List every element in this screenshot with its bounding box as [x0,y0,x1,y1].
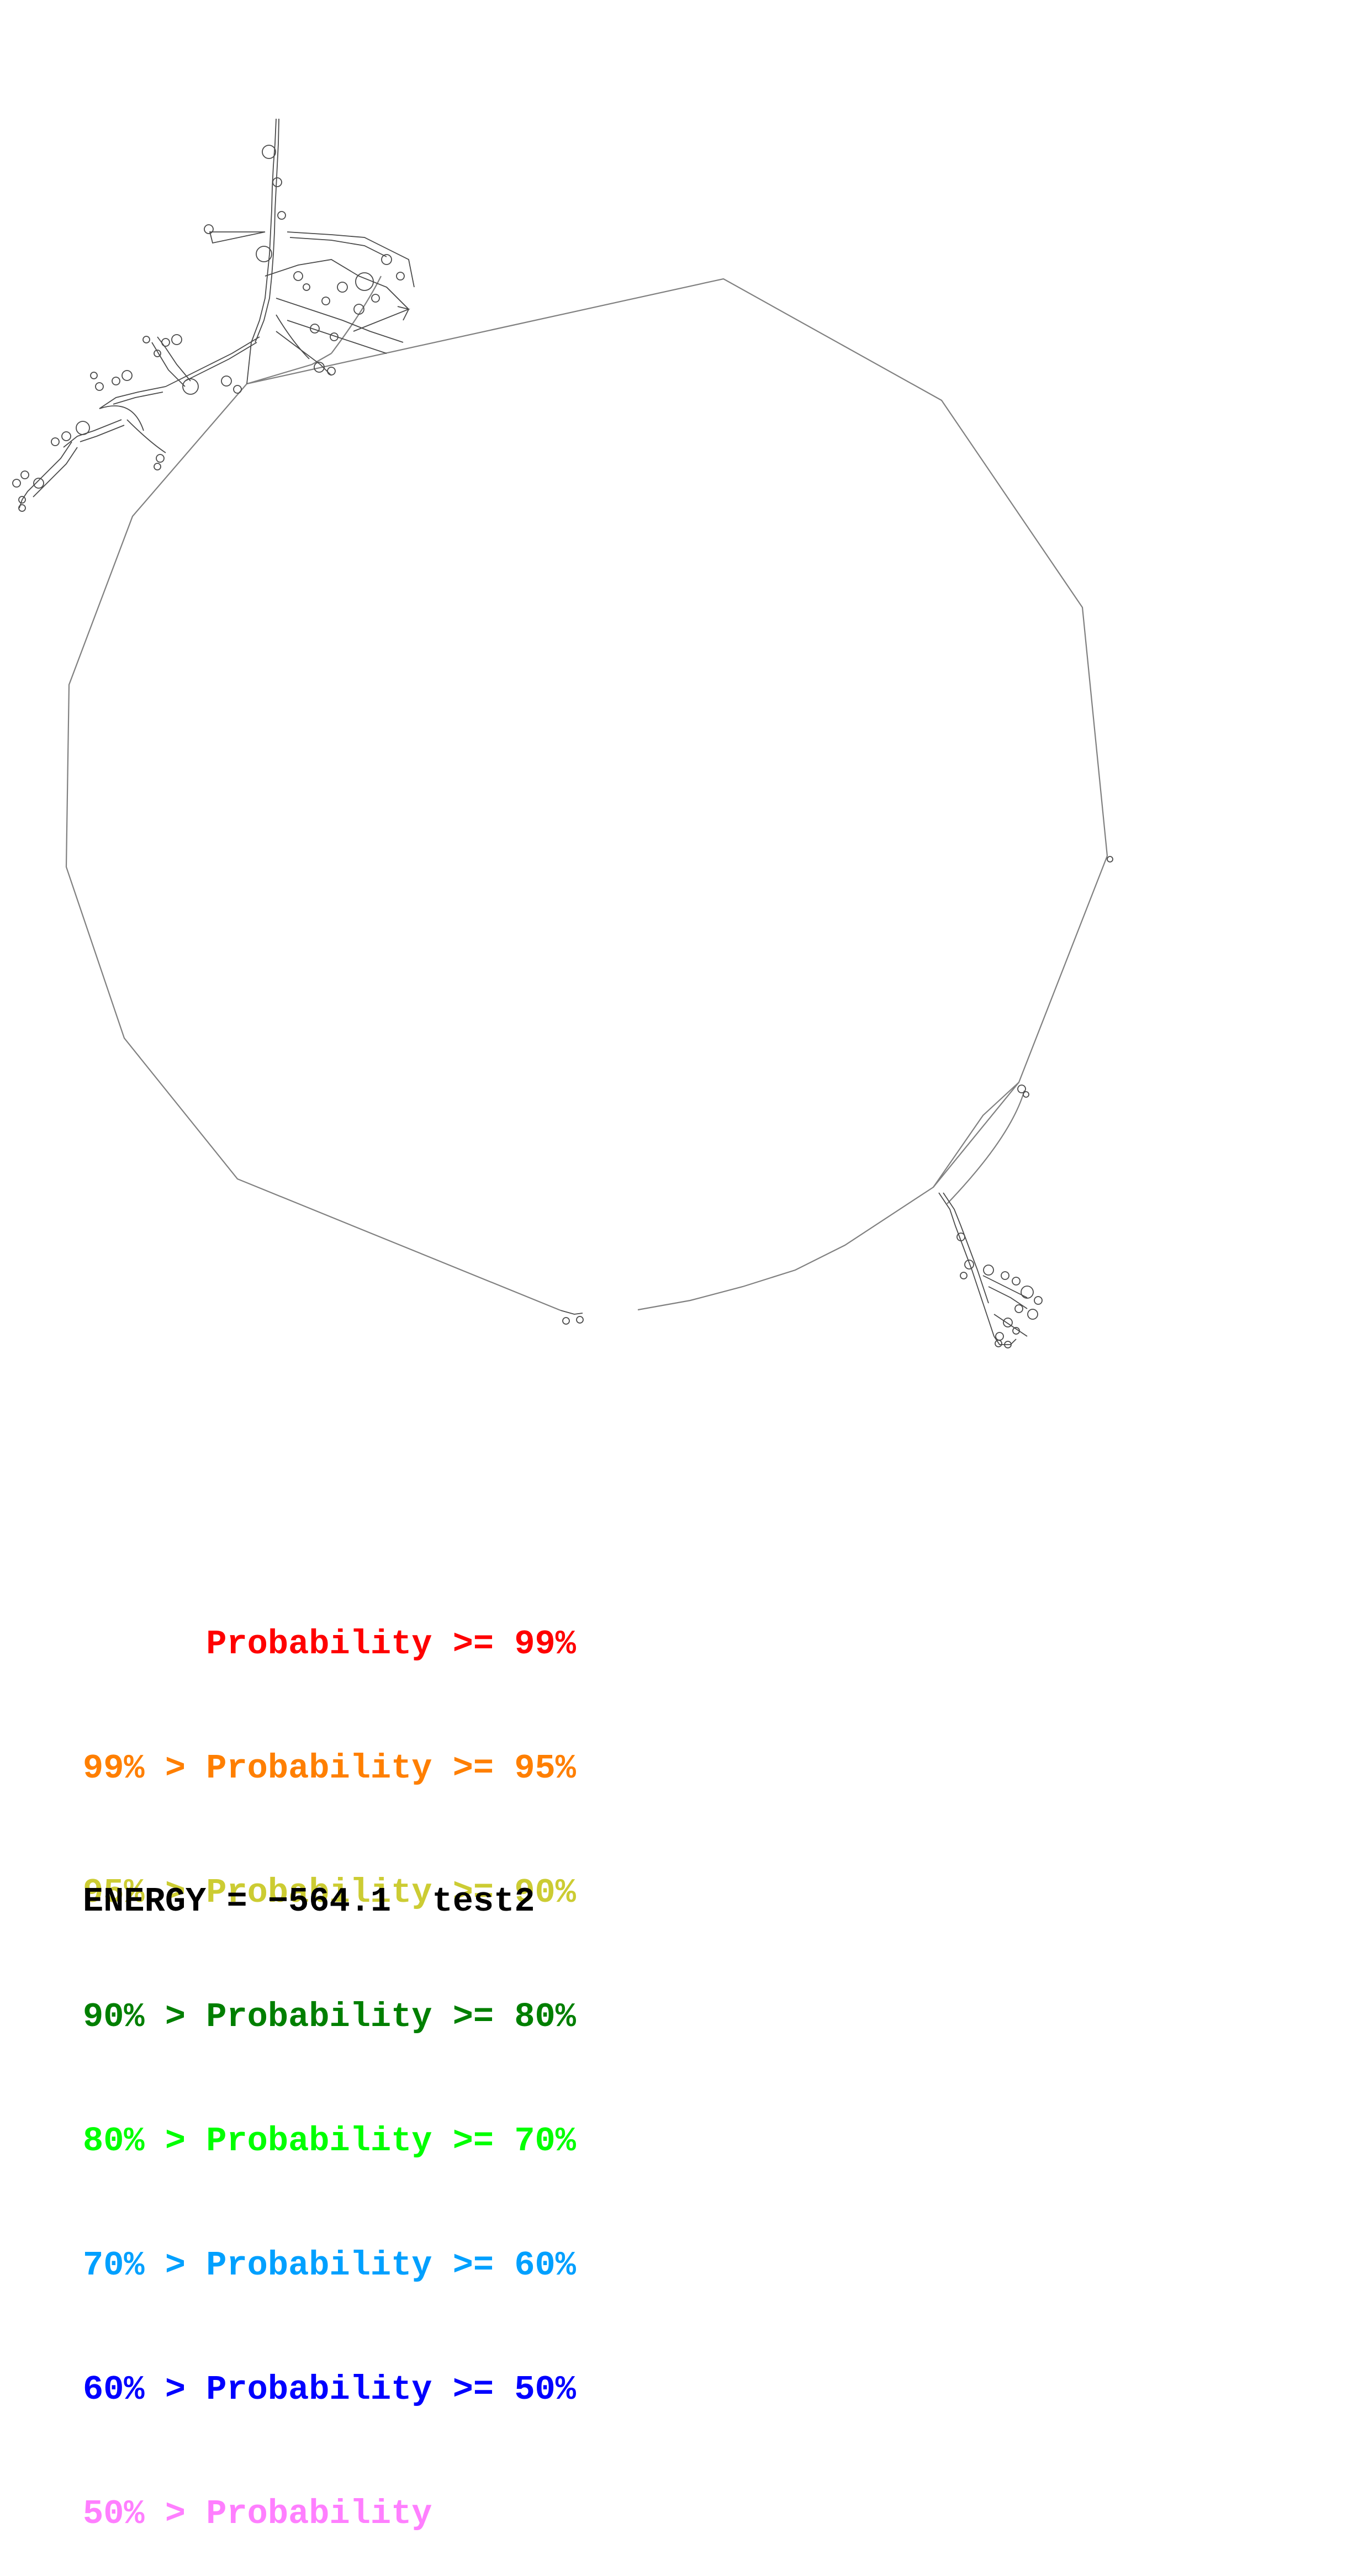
legend-row: 50% > Probability [83,2493,576,2535]
legend-row: 95% > Probability >= 90% [83,1872,576,1913]
legend-row-label: Probability >= 80% [206,1997,576,2037]
legend-row-label: Probability >= 99% [206,1625,576,1664]
legend-row-prefix [83,1625,206,1664]
footer-spacer [391,1882,432,1921]
legend-row-label: Probability >= 70% [206,2122,576,2161]
legend-row-prefix: 50% > [83,2494,207,2533]
legend-row-prefix: 90% > [83,1997,207,2037]
legend-row-prefix: 80% > [83,2122,207,2161]
legend-row-prefix: 95% > [83,1873,207,1912]
legend-row: 90% > Probability >= 80% [83,1996,576,2038]
energy-value: ENERGY = −564.1 [83,1882,392,1921]
legend-row: 80% > Probability >= 70% [83,2120,576,2162]
rna-structure-diagram [12,118,1113,1348]
main-loop-backbone [65,276,1108,1311]
legend-row: 99% > Probability >= 95% [83,1748,576,1789]
legend-row: Probability >= 99% [83,1623,576,1665]
legend-row-prefix: 99% > [83,1749,207,1788]
bottom-hairpins [560,856,1113,1325]
energy-footer: ENERGY = −564.1 test2 [83,1882,535,1921]
probability-legend: Probability >= 99% 99% > Probability >= … [83,1541,576,2576]
legend-row-label: Probability >= 60% [206,2246,576,2285]
legend-row-label: Probability [206,2494,432,2533]
legend-row-label: Probability >= 95% [206,1749,576,1788]
legend-row: 60% > Probability >= 50% [83,2369,576,2410]
upper-left-domain [12,118,415,512]
legend-row-label: Probability >= 90% [206,1873,576,1912]
legend-row-label: Probability >= 50% [206,2370,576,2409]
legend-row-prefix: 70% > [83,2246,207,2285]
sequence-name: test2 [432,1882,535,1921]
legend-row-prefix: 60% > [83,2370,207,2409]
legend-row: 70% > Probability >= 60% [83,2245,576,2286]
lower-right-domain [938,1085,1043,1348]
